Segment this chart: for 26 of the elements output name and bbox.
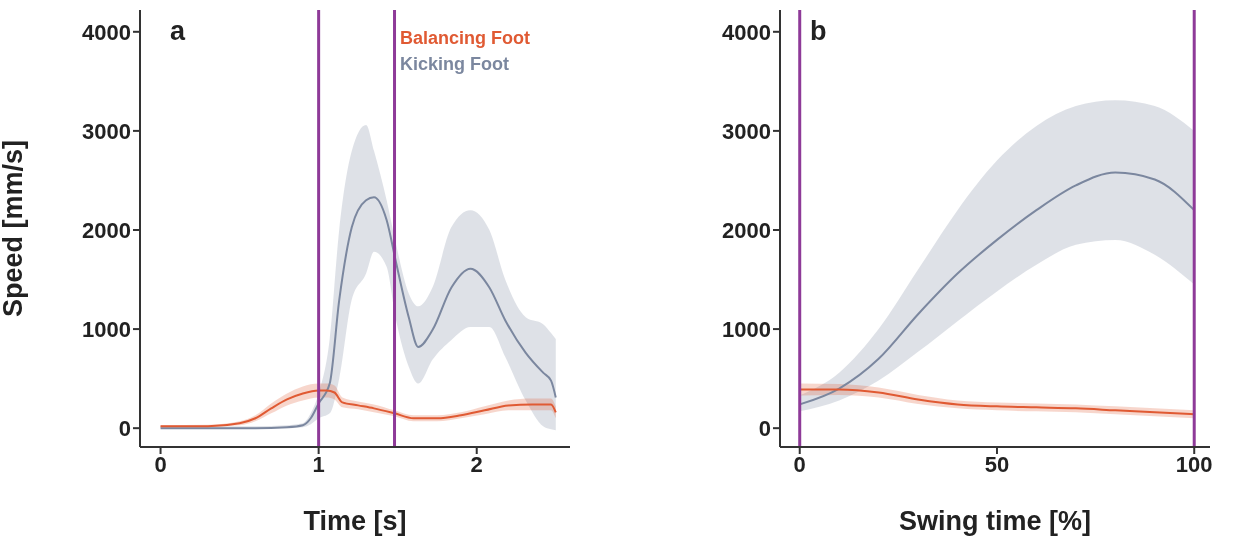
y-axis-title: Speed [mm/s]	[0, 139, 28, 318]
y-tick-label: 4000	[722, 19, 771, 45]
line-series	[159, 196, 557, 430]
y-tick-label: 0	[758, 415, 771, 441]
x-tick-label: 1	[312, 451, 325, 477]
y-tick-label: 4000	[82, 19, 131, 45]
y-tick-label: 2000	[82, 217, 131, 243]
x-axis-title: Swing time [%]	[898, 506, 1092, 536]
x-tick-label: 100	[1175, 451, 1213, 477]
chart-title: b	[810, 16, 827, 47]
x-tick-label: 50	[984, 451, 1010, 477]
x-tick-label: 0	[154, 451, 167, 477]
line-series	[798, 171, 1196, 406]
y-tick-label: 3000	[82, 118, 131, 144]
y-tick-label: 1000	[82, 316, 131, 342]
y-tick-label: 1000	[722, 316, 771, 342]
y-tick-label: 2000	[722, 217, 771, 243]
x-tick-label: 0	[793, 451, 806, 477]
text: Kicking Foot	[400, 53, 510, 76]
text: Balancing Foot	[400, 27, 531, 50]
line-series	[798, 388, 1196, 416]
y-tick-label: 0	[118, 415, 131, 441]
x-axis-title: Time [s]	[303, 506, 407, 536]
y-tick-label: 3000	[722, 118, 771, 144]
chart-title: a	[170, 16, 186, 47]
x-tick-label: 2	[470, 451, 483, 477]
